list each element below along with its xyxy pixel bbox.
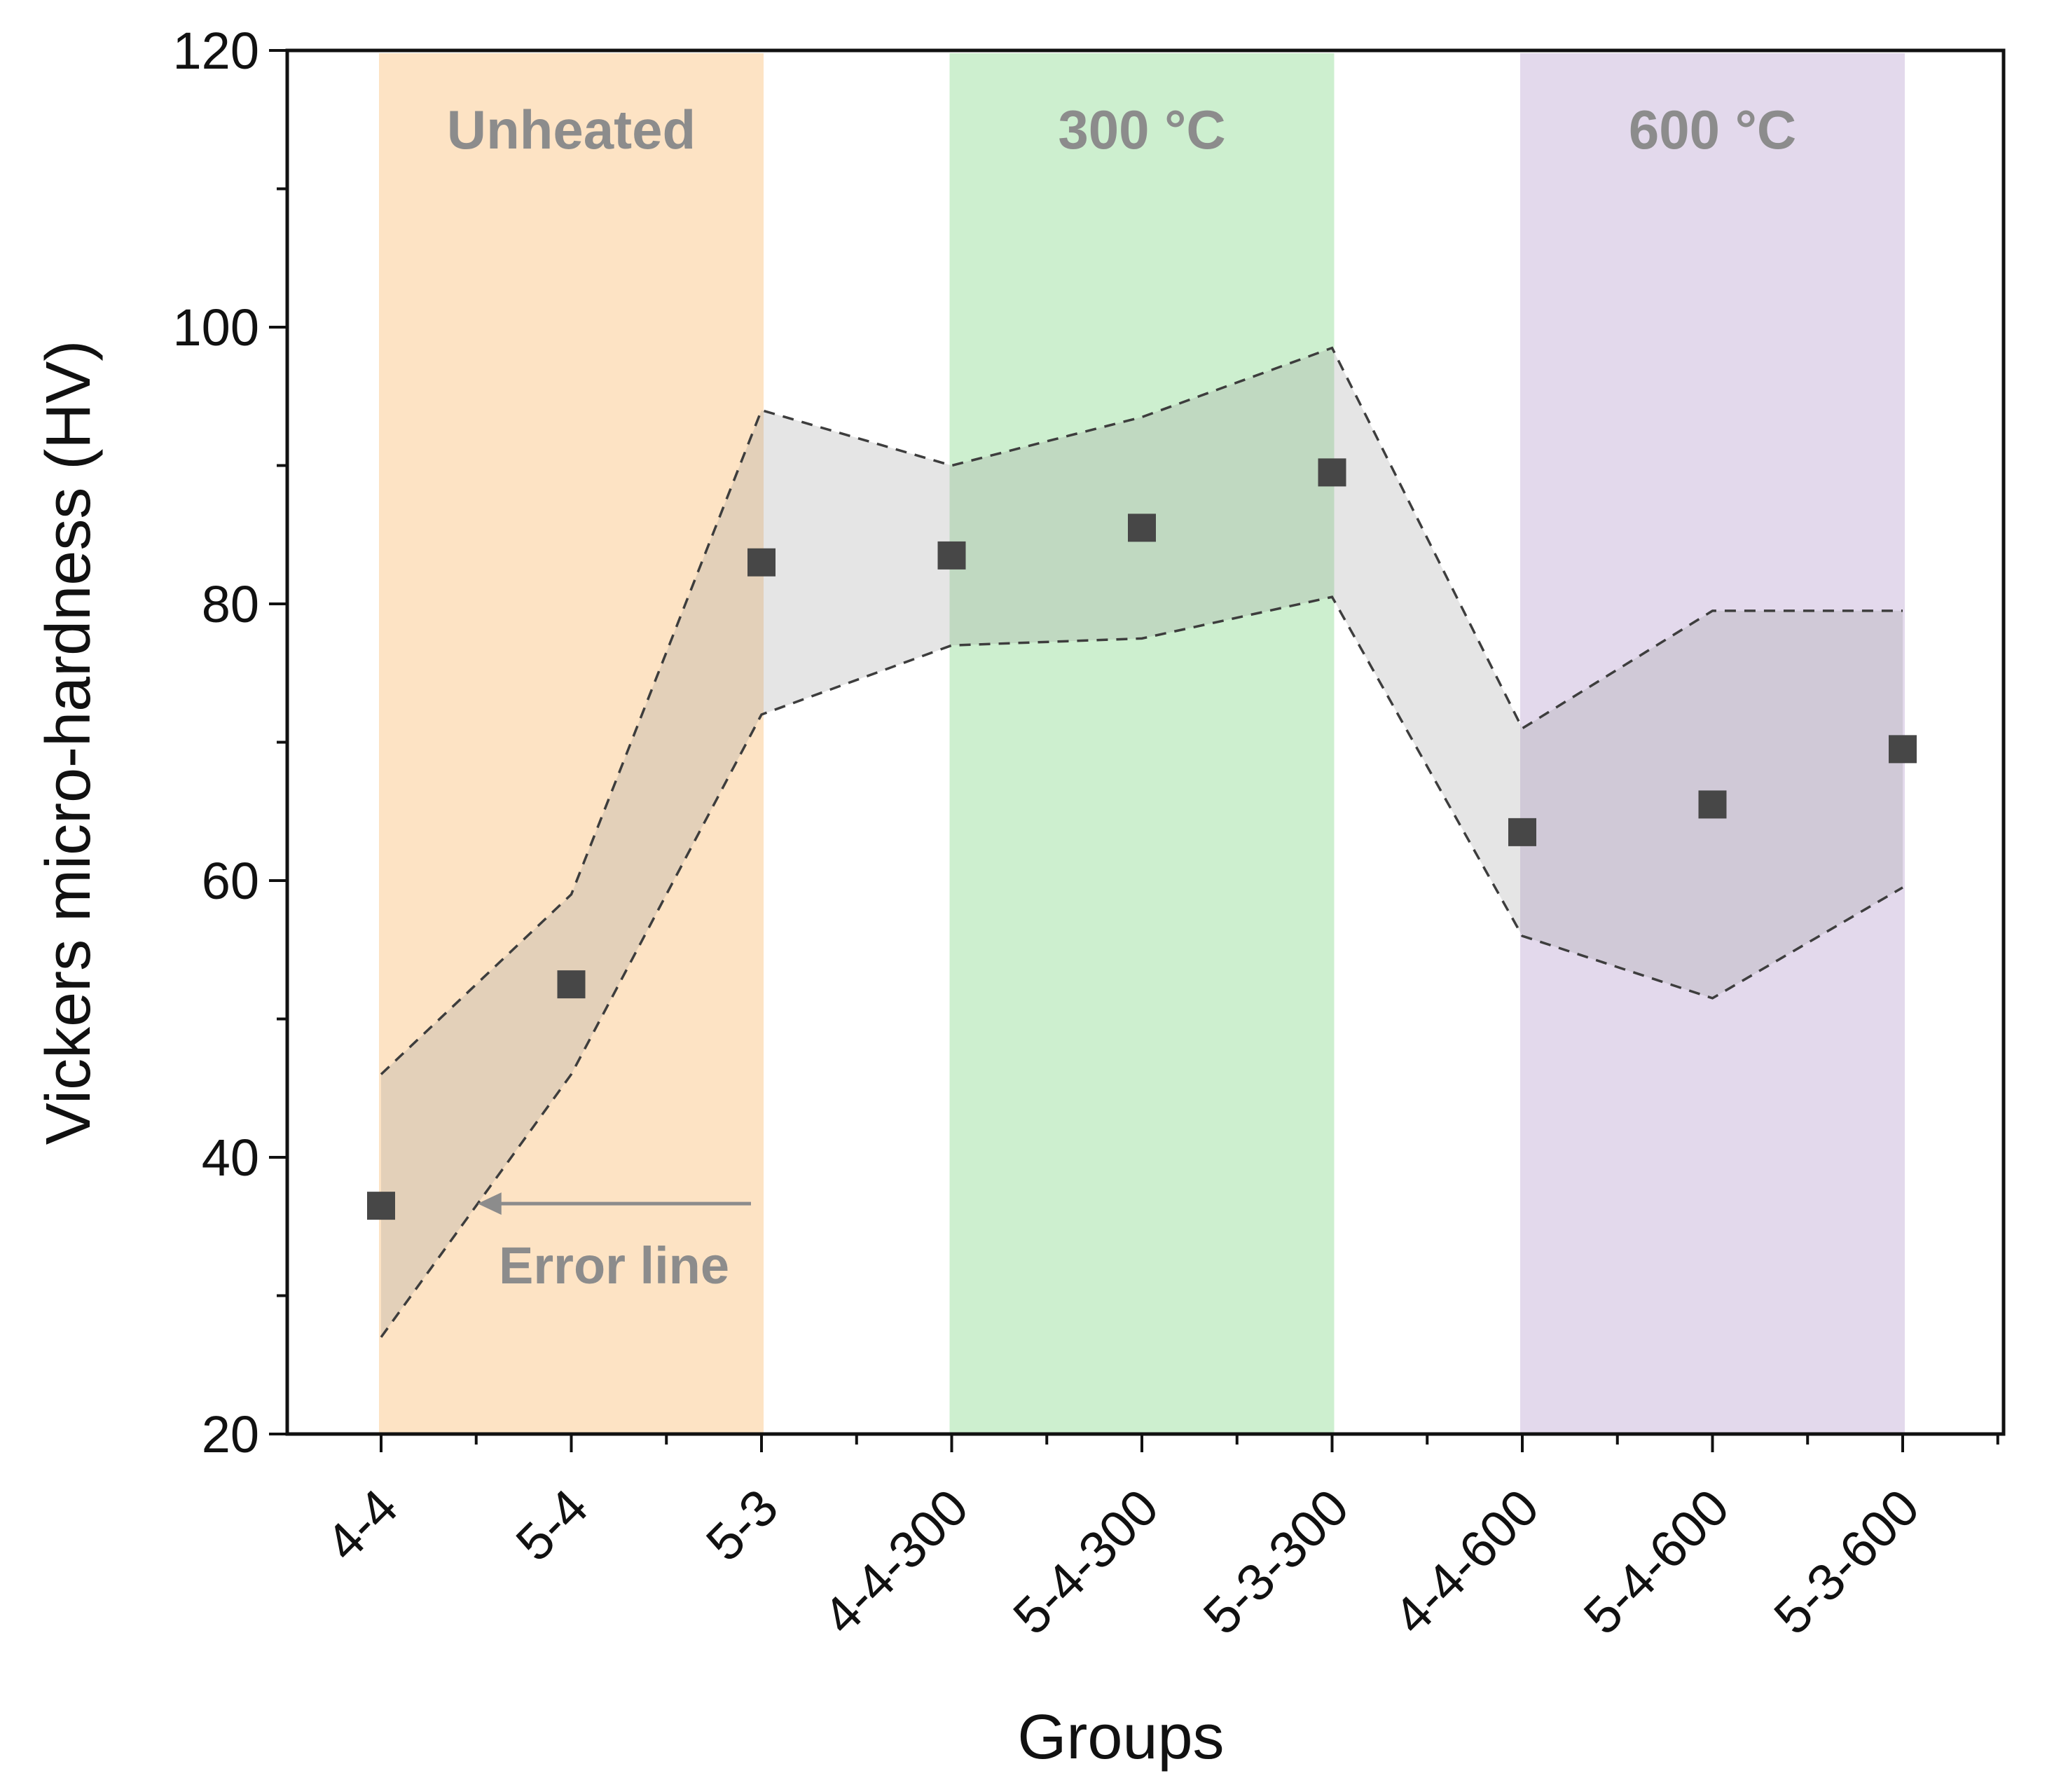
x-tick-label-4-4-300: 4-4-300 [812,1478,979,1646]
data-points [367,458,1917,1220]
x-tick-label-4-4: 4-4 [315,1478,408,1572]
error-band [380,346,1903,1338]
x-tick-label-5-3-300: 5-3-300 [1192,1478,1360,1646]
x-tick-label-4-4-600: 4-4-600 [1382,1478,1550,1646]
x-tick-label-5-4: 5-4 [504,1478,598,1572]
x-tick-label-5-3: 5-3 [695,1478,789,1572]
y-tick-label-120: 120 [173,22,259,80]
band-3 [1520,53,1905,1433]
error-lower-line [380,595,1903,1338]
y-tick-label-100: 100 [173,298,259,357]
annotation-arrowhead [477,1192,502,1215]
x-axis-title: Groups [1017,1702,1224,1772]
data-point-4-4-300 [937,541,966,570]
band-2 [949,53,1335,1433]
band-label-1: Unheated [447,99,696,160]
data-point-5-4 [557,970,586,999]
x-axis-ticks: 4-4 5-4 5-3 4-4-300 5-4-300 5-3-300 4-4-600 5-4… [315,1434,1999,1646]
x-tick-label-5-4-300: 5-4-300 [1002,1478,1169,1646]
y-tick-label-60: 60 [202,852,259,910]
band-label-3: 600 °C [1629,99,1796,160]
data-point-5-4-600 [1698,790,1727,819]
x-tick-label-5-3-600: 5-3-600 [1763,1478,1930,1646]
y-tick-label-20: 20 [202,1405,259,1463]
data-point-4-4 [367,1192,395,1220]
band-label-2: 300 °C [1058,99,1225,160]
annotation-label: Error line [499,1236,729,1295]
y-tick-label-40: 40 [202,1129,259,1187]
error-band-area [381,347,1903,1337]
x-tick-label-5-4-600: 5-4-600 [1573,1478,1740,1646]
y-axis-title: Vickers micro-hardness (HV) [34,340,104,1145]
data-point-5-3-300 [1318,458,1346,487]
data-point-5-3 [747,548,776,577]
data-point-5-3-600 [1889,735,1917,764]
y-axis-ticks: 20 40 60 80 100 120 [173,22,287,1463]
error-upper-line [380,346,1903,1075]
data-point-5-4-300 [1128,514,1156,542]
data-point-4-4-600 [1508,818,1536,846]
annotation: Error line [477,1192,751,1295]
band-labels: Unheated 300 °C 600 °C [447,99,1796,160]
y-tick-label-80: 80 [202,575,259,633]
group-bands [379,53,1905,1433]
